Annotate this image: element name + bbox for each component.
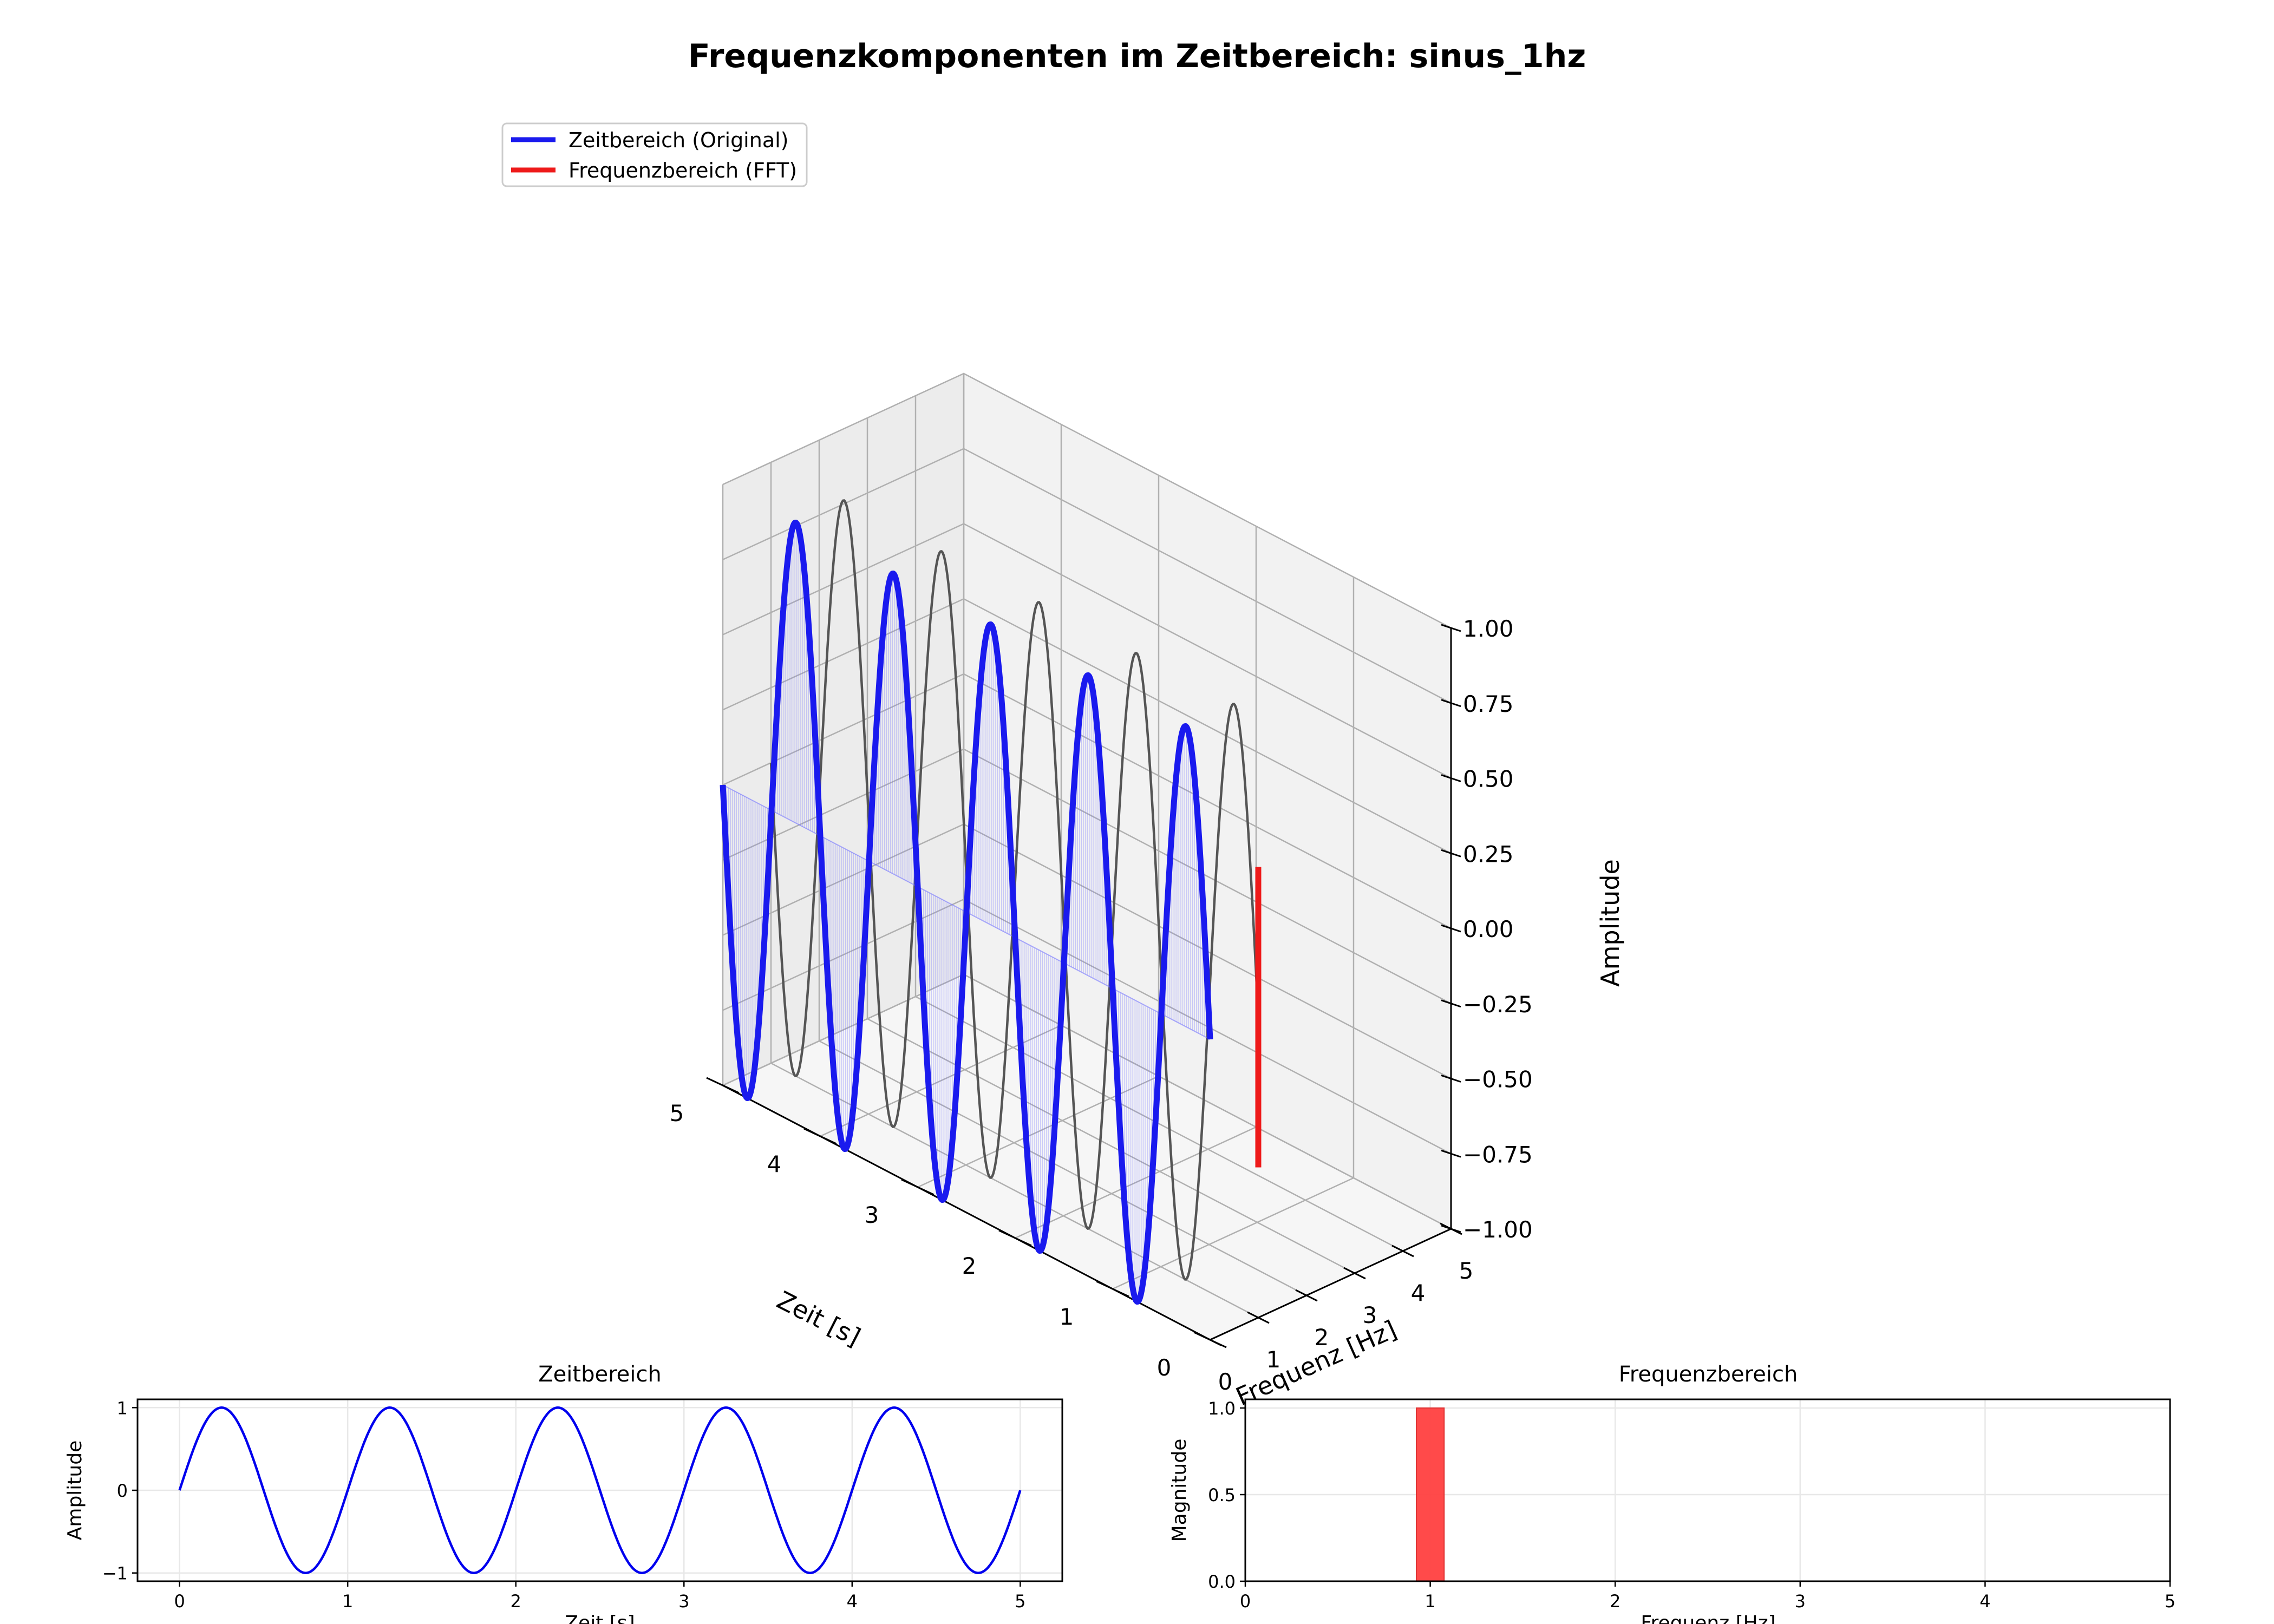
frequency-tick-label-3d: 2 — [1315, 1324, 1329, 1351]
axis-lines-3d: 0 1 2 3 4 5 0 1 2 3 4 5 −1.00 −0.75 −0.50 −0.25 0.00 0.25… — [670, 615, 1533, 1395]
amplitude-tick-3d — [1441, 624, 1461, 632]
legend-frame — [501, 122, 808, 187]
amplitude-tick-3d — [1441, 1075, 1461, 1083]
amplitude-tick-3d — [1441, 774, 1461, 782]
frequency-tick-3d — [1391, 1245, 1414, 1258]
grid-line-frequency — [770, 462, 1259, 1319]
freq-plot-area — [1415, 1407, 1445, 1582]
z-axis-label-3d: Amplitude — [1596, 859, 1625, 987]
amplitude-tick-label-3d: 0.75 — [1463, 691, 1514, 717]
time-x-tick-label: 5 — [1015, 1591, 1025, 1612]
freq-x-tick-label: 0 — [1240, 1591, 1251, 1612]
figure-title: Frequenzkomponenten im Zeitbereich: sinu… — [688, 37, 1586, 75]
time-tick-label-3d: 1 — [1060, 1304, 1074, 1330]
frequency-tick-3d — [1199, 1333, 1221, 1346]
time-y-axis-label: Amplitude — [64, 1440, 86, 1540]
time-tick-label-3d: 2 — [962, 1253, 977, 1279]
frequency-tick-label-3d: 0 — [1218, 1368, 1233, 1395]
time-y-tick-label: 1 — [117, 1398, 128, 1418]
grid-line-frequency — [866, 418, 1355, 1274]
freq-x-tick-label: 5 — [2165, 1591, 2175, 1612]
frequency-tick-label-3d: 5 — [1459, 1258, 1474, 1284]
time-axis-line-3d — [722, 1084, 1211, 1341]
time-tick-3d — [706, 1077, 740, 1094]
freq-y-axis-label: Magnitude — [1168, 1439, 1191, 1542]
grid-line-frequency — [818, 440, 1307, 1296]
freq-y-tick-label: 0.0 — [1208, 1571, 1236, 1592]
freq-axes-frame — [1244, 1398, 2171, 1582]
amplitude-tick-3d — [1441, 699, 1461, 708]
frequency-tick-label-3d: 3 — [1363, 1302, 1377, 1328]
legend: Zeitbereich (Original) Frequenzbereich (… — [501, 122, 808, 187]
time-plot-area — [178, 1406, 1022, 1574]
time-domain-signal-3d — [720, 520, 1213, 1305]
frequency-axis-line-3d — [1210, 1228, 1452, 1341]
axes-time-domain: Zeitbereich 0 1 2 3 4 5 −1 0 1 Zeit [s] Amplitud… — [64, 1362, 1063, 1624]
amplitude-tick-label-3d: 1.00 — [1463, 615, 1514, 642]
time-tick-label-3d: 4 — [767, 1151, 782, 1177]
freq-axes-title: Frequenzbereich — [1619, 1362, 1798, 1387]
amplitude-tick-label-3d: 0.25 — [1463, 841, 1514, 867]
frequency-tick-3d — [1343, 1267, 1366, 1280]
axes-frequency-domain: Frequenzbereich 0 1 2 3 4 5 0.0 0.5 1.0 Frequenz… — [1168, 1362, 2175, 1624]
plot-area-3d — [720, 499, 1262, 1305]
time-x-tick-label: 4 — [847, 1591, 858, 1612]
time-axes-title: Zeitbereich — [538, 1362, 661, 1387]
amplitude-tick-3d — [1441, 924, 1461, 933]
freq-x-tick-label: 4 — [1979, 1591, 1990, 1612]
amplitude-tick-label-3d: 0.00 — [1463, 916, 1514, 942]
amplitude-tick-3d — [1441, 1149, 1461, 1158]
legend-label-original: Zeitbereich (Original) — [568, 128, 789, 152]
time-x-tick-label: 1 — [342, 1591, 353, 1612]
freq-x-axis-label: Frequenz [Hz] — [1641, 1612, 1775, 1624]
freq-x-tick-label: 2 — [1610, 1591, 1620, 1612]
freq-y-tick-label: 0.5 — [1208, 1485, 1236, 1505]
time-x-tick-label: 3 — [678, 1591, 689, 1612]
time-y-tick-label: −1 — [102, 1563, 128, 1584]
time-ticks: 0 1 2 3 4 5 −1 0 1 — [102, 1398, 1026, 1612]
time-tick-3d — [803, 1128, 837, 1145]
time-tick-3d — [998, 1229, 1032, 1247]
freq-x-tick-label: 1 — [1424, 1591, 1435, 1612]
legend-label-fft: Frequenzbereich (FFT) — [568, 159, 797, 182]
freq-y-tick-label: 1.0 — [1208, 1398, 1236, 1419]
time-tick-3d — [901, 1178, 935, 1196]
amplitude-tick-3d — [1441, 999, 1461, 1008]
frequency-tick-3d — [1247, 1311, 1270, 1324]
amplitude-tick-3d — [1441, 1224, 1461, 1233]
axes-3d: 0 1 2 3 4 5 0 1 2 3 4 5 −1.00 −0.75 −0.50 −0.25 0.00 0.25… — [670, 372, 1625, 1411]
frequency-tick-label-3d: 4 — [1411, 1280, 1426, 1306]
amplitude-tick-3d — [1441, 849, 1461, 857]
amplitude-tick-label-3d: −0.50 — [1463, 1066, 1533, 1093]
amplitude-tick-label-3d: −1.00 — [1463, 1216, 1533, 1243]
frequency-tick-3d — [1295, 1289, 1318, 1302]
time-tick-3d — [1096, 1280, 1129, 1298]
time-tick-label-3d: 0 — [1157, 1354, 1172, 1381]
freq-ticks: 0 1 2 3 4 5 0.0 0.5 1.0 — [1208, 1398, 2175, 1612]
amplitude-tick-label-3d: 0.50 — [1463, 766, 1514, 793]
freq-x-tick-label: 3 — [1795, 1591, 1806, 1612]
frequency-tick-label-3d: 1 — [1266, 1346, 1281, 1373]
time-tick-label-3d: 5 — [670, 1100, 684, 1127]
time-y-tick-label: 0 — [117, 1481, 128, 1501]
time-domain-signal-line — [178, 1406, 1022, 1574]
time-x-axis-label: Zeit [s] — [565, 1612, 635, 1624]
time-x-tick-label: 2 — [511, 1591, 521, 1612]
amplitude-tick-label-3d: −0.75 — [1463, 1141, 1533, 1168]
time-tick-label-3d: 3 — [865, 1202, 879, 1228]
amplitude-tick-label-3d: −0.25 — [1463, 991, 1533, 1018]
time-x-tick-label: 0 — [174, 1591, 185, 1612]
magnitude-bar — [1415, 1407, 1445, 1582]
grid-line-frequency — [914, 396, 1403, 1252]
